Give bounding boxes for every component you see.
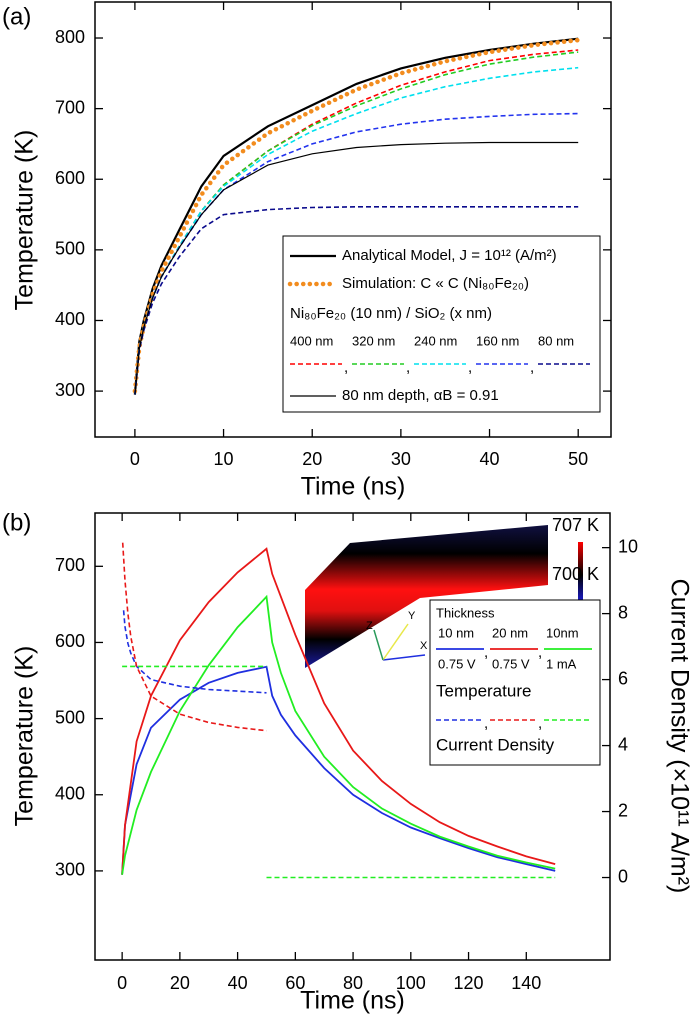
axis-arrow bbox=[373, 629, 384, 661]
y-tick-label: 300 bbox=[55, 860, 85, 880]
series-line bbox=[133, 37, 579, 395]
y-tick-label: 800 bbox=[55, 27, 85, 47]
series-line bbox=[122, 610, 267, 694]
y2-tick-label: 2 bbox=[618, 800, 628, 820]
y2-tick-label: 0 bbox=[618, 866, 628, 886]
panel-label: (b) bbox=[2, 509, 31, 536]
inset-heatmap: 707 K 700 K X Y Z bbox=[305, 515, 599, 668]
x-axis-title: Time (ns) bbox=[300, 987, 405, 1015]
legend-heading: Ni₈₀Fe₂₀ (10 nm) / SiO₂ (x nm) bbox=[290, 305, 492, 322]
y-tick-label: 500 bbox=[55, 239, 85, 259]
x-tick-label: 0 bbox=[130, 449, 140, 469]
legend-heading: Thickness bbox=[436, 605, 495, 620]
legend-separator: , bbox=[484, 644, 488, 661]
legend-label: 320 nm bbox=[352, 333, 395, 348]
legend-box bbox=[282, 235, 601, 413]
x-tick-label: 40 bbox=[228, 973, 248, 993]
legend-label: Simulation: C « C (Ni₈₀Fe₂₀) bbox=[342, 275, 529, 292]
legend-label: 0.75 V bbox=[438, 656, 476, 671]
x-tick-label: 120 bbox=[454, 973, 484, 993]
legend-label: 1 mA bbox=[546, 656, 577, 671]
axis-label: Z bbox=[366, 620, 373, 632]
legend-separator: , bbox=[538, 644, 542, 661]
legend-label: 10nm bbox=[546, 625, 579, 640]
series-line bbox=[121, 547, 556, 875]
y-tick-label: 500 bbox=[55, 707, 85, 727]
colorbar-min: 700 K bbox=[552, 564, 599, 584]
legend-separator: , bbox=[468, 359, 472, 376]
colorbar-max: 707 K bbox=[552, 515, 599, 535]
axis-arrow bbox=[382, 654, 426, 661]
y-axis-title: Temperature (K) bbox=[11, 646, 39, 827]
series-line bbox=[132, 37, 581, 394]
x-tick-label: 30 bbox=[391, 449, 411, 469]
legend-label: 80 nm bbox=[538, 333, 574, 348]
x-tick-label: 10 bbox=[214, 449, 234, 469]
legend-heading: Current Density bbox=[436, 735, 555, 754]
x-tick-label: 0 bbox=[117, 973, 127, 993]
legend-label: 10 nm bbox=[438, 625, 474, 640]
plot-frame bbox=[94, 1, 612, 438]
colorbar bbox=[578, 542, 583, 608]
x-tick-label: 60 bbox=[285, 973, 305, 993]
series-line bbox=[121, 665, 556, 875]
x-tick-label: 100 bbox=[396, 973, 426, 993]
x-tick-label: 40 bbox=[480, 449, 500, 469]
y-tick-label: 400 bbox=[55, 309, 85, 329]
legend-label: Analytical Model, J = 10¹² (A/m²) bbox=[342, 247, 557, 264]
legend-label: 240 nm bbox=[414, 333, 457, 348]
y-tick-label: 600 bbox=[55, 631, 85, 651]
legend-label: 160 nm bbox=[476, 333, 519, 348]
axis-arrow bbox=[382, 623, 409, 661]
y-tick-label: 700 bbox=[55, 555, 85, 575]
legend-separator: , bbox=[344, 359, 348, 376]
heatmap-slab bbox=[305, 525, 548, 668]
legend-box bbox=[429, 599, 601, 766]
legend-heading: Temperature bbox=[436, 681, 531, 700]
y-axis-title: Temperature (K) bbox=[11, 130, 39, 311]
legend-separator: , bbox=[406, 359, 410, 376]
y-tick-label: 600 bbox=[55, 168, 85, 188]
legend-separator: , bbox=[538, 715, 542, 732]
y-tick-label: 700 bbox=[55, 97, 85, 117]
y2-tick-label: 4 bbox=[618, 734, 628, 754]
y2-tick-label: 8 bbox=[618, 602, 628, 622]
y-tick-label: 400 bbox=[55, 784, 85, 804]
legend-separator: , bbox=[484, 715, 488, 732]
x-axis-title: Time (ns) bbox=[301, 473, 406, 501]
axis-label: Y bbox=[408, 610, 416, 622]
y2-tick-label: 6 bbox=[618, 668, 628, 688]
legend-label: 0.75 V bbox=[492, 656, 530, 671]
legend-label: 80 nm depth, αB = 0.91 bbox=[342, 387, 499, 404]
series-line bbox=[121, 594, 556, 875]
legend-label: 400 nm bbox=[290, 333, 333, 348]
series-line bbox=[134, 141, 579, 395]
x-tick-label: 20 bbox=[170, 973, 190, 993]
axis-label: X bbox=[420, 640, 428, 652]
legend-separator: , bbox=[530, 359, 534, 376]
series-line bbox=[122, 665, 556, 879]
y2-axis-title: Current Density (×10¹¹ A/m²) bbox=[665, 579, 693, 894]
x-tick-label: 50 bbox=[568, 449, 588, 469]
x-tick-label: 20 bbox=[302, 449, 322, 469]
x-tick-label: 140 bbox=[511, 973, 541, 993]
y2-tick-label: 10 bbox=[618, 536, 638, 556]
panel-label: (a) bbox=[2, 3, 31, 30]
x-tick-label: 80 bbox=[343, 973, 363, 993]
legend-label: 20 nm bbox=[492, 625, 528, 640]
y-tick-label: 300 bbox=[55, 380, 85, 400]
series-line bbox=[121, 542, 267, 732]
